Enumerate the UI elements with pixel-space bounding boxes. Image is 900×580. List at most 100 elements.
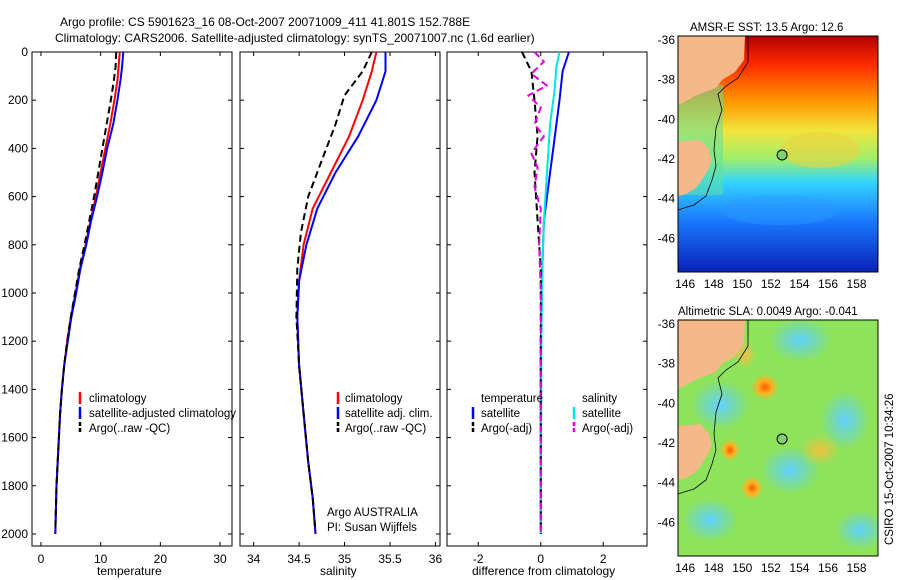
x-tick-label: 36 (429, 552, 443, 566)
legend-label-argo: Argo(..raw -QC) (345, 423, 426, 435)
map-x-tick-label: 148 (704, 561, 724, 575)
y-tick-label: 2000 (1, 527, 28, 541)
difference-xlabel: difference from climatology (472, 564, 615, 578)
series-line-argo-raw-qc- (295, 51, 373, 532)
x-tick-label: -2 (473, 552, 484, 566)
sla-cool-patch (835, 510, 878, 550)
y-tick-label: 1200 (1, 334, 28, 348)
x-tick-label: 34.5 (287, 552, 311, 566)
shelf-contour (678, 36, 749, 211)
temperature-axes (31, 51, 233, 547)
sst-cool-patch (720, 195, 840, 225)
figure-title-line2: Climatology: CARS2006. Satellite-adjuste… (55, 31, 535, 45)
shelf-contour (678, 320, 749, 495)
sst-map-title: AMSR-E SST: 13.5 Argo: 12.6 (690, 22, 843, 34)
sla-warm-patch (800, 434, 840, 466)
sla-cool-patch (690, 380, 750, 430)
tasmania-land (678, 140, 712, 196)
sla-hot-patch (741, 476, 763, 500)
sst-map (678, 36, 878, 272)
legend-label-argo: Argo(..raw -QC) (89, 423, 170, 435)
sla-map-title: Altimetric SLA: 0.0049 Argo: -0.041 (678, 306, 858, 318)
map-x-tick-label: 152 (761, 561, 781, 575)
x-tick-label: 2 (600, 552, 607, 566)
legend-title-salinity: salinity (582, 393, 617, 405)
credit-line1: Argo AUSTRALIA (327, 507, 418, 519)
map-x-tick-label: 158 (847, 277, 867, 291)
map-x-tick-label: 156 (818, 277, 838, 291)
footer-timestamp: CSIRO 15-Oct-2007 10:34:26 (884, 394, 896, 546)
map-y-tick-label: -46 (658, 231, 676, 245)
map-x-tick-label: 154 (789, 277, 809, 291)
legend-label-climatology: climatology (89, 393, 147, 405)
map-y-tick-label: -38 (658, 357, 676, 371)
map-y-tick-label: -44 (658, 476, 676, 490)
sla-hot-patch (720, 439, 740, 461)
x-tick-label: 0 (537, 552, 544, 566)
x-tick-label: 30 (213, 552, 227, 566)
sla-hot-patch (751, 374, 779, 400)
map-x-tick-label: 146 (675, 277, 695, 291)
profile-series (54, 51, 570, 535)
map-y-tick-label: -38 (658, 73, 676, 87)
map-y-tick-label: -40 (658, 112, 676, 126)
map-x-tick-label: 154 (789, 561, 809, 575)
figure-title-line1: Argo profile: CS 5901623_16 08-Oct-2007 … (60, 15, 470, 29)
salinity-legend: climatology satellite adj. clim. Argo(..… (336, 392, 433, 435)
sst-map-frame (677, 35, 879, 273)
difference-legend: temperature salinity satellite Argo(-adj… (471, 393, 633, 435)
land-mass (678, 36, 745, 104)
sla-cool-patch (682, 498, 738, 542)
map-y-tick-label: -36 (658, 317, 676, 331)
map-x-tick-label: 152 (761, 277, 781, 291)
map-y-tick-label: -36 (658, 33, 676, 47)
x-tick-label: 35.5 (378, 552, 402, 566)
legend-label-satellite: satellite adj. clim. (345, 408, 433, 420)
argo-marker (776, 433, 788, 445)
y-tick-label: 1600 (1, 431, 28, 445)
map-y-tick-label: -40 (658, 396, 676, 410)
y-tick-label: 200 (8, 93, 28, 107)
salinity-xlabel: salinity (320, 564, 357, 578)
legend-label-climatology: climatology (345, 393, 403, 405)
y-tick-label: 800 (8, 238, 28, 252)
map-x-tick-label: 150 (732, 561, 752, 575)
salinity-axes (239, 51, 441, 547)
series-line-argo-raw-qc- (54, 51, 118, 532)
legend-title-temperature: temperature (481, 393, 543, 405)
legend-label-sal-argo: Argo(-adj) (582, 423, 633, 435)
series-line-satellite-adj-clim- (296, 52, 387, 535)
legend-label-temp-satellite: satellite (481, 408, 520, 420)
sla-map-frame (677, 319, 879, 557)
legend-label-satellite: satellite-adjusted climatology (89, 408, 236, 420)
map-x-tick-label: 146 (675, 561, 695, 575)
difference-axes (446, 51, 648, 547)
credit-line2: PI: Susan Wijffels (327, 522, 417, 534)
tasmania-land (678, 424, 712, 480)
map-x-tick-label: 148 (704, 277, 724, 291)
map-x-tick-label: 150 (732, 277, 752, 291)
sla-cool-patch (768, 320, 832, 362)
y-tick-label: 1400 (1, 382, 28, 396)
y-tick-label: 1800 (1, 479, 28, 493)
sst-warm-patch (780, 132, 860, 168)
x-tick-label: 0 (38, 552, 45, 566)
legend-label-temp-argo: Argo(-adj) (481, 423, 532, 435)
map-y-tick-label: -42 (658, 152, 676, 166)
x-tick-label: 10 (94, 552, 108, 566)
y-tick-label: 0 (21, 45, 28, 59)
temperature-xlabel: temperature (97, 564, 162, 578)
argo-marker (776, 149, 788, 161)
map-y-tick-label: -42 (658, 436, 676, 450)
map-x-tick-label: 158 (847, 561, 867, 575)
sla-map (678, 320, 878, 556)
map-y-tick-label: -46 (658, 515, 676, 529)
y-tick-label: 400 (8, 141, 28, 155)
map-x-tick-label: 156 (818, 561, 838, 575)
y-tick-label: 600 (8, 190, 28, 204)
y-tick-label: 1000 (1, 286, 28, 300)
land-mass (678, 320, 745, 388)
temperature-legend: climatology satellite-adjusted climatolo… (78, 392, 236, 435)
legend-label-sal-satellite: satellite (582, 408, 621, 420)
